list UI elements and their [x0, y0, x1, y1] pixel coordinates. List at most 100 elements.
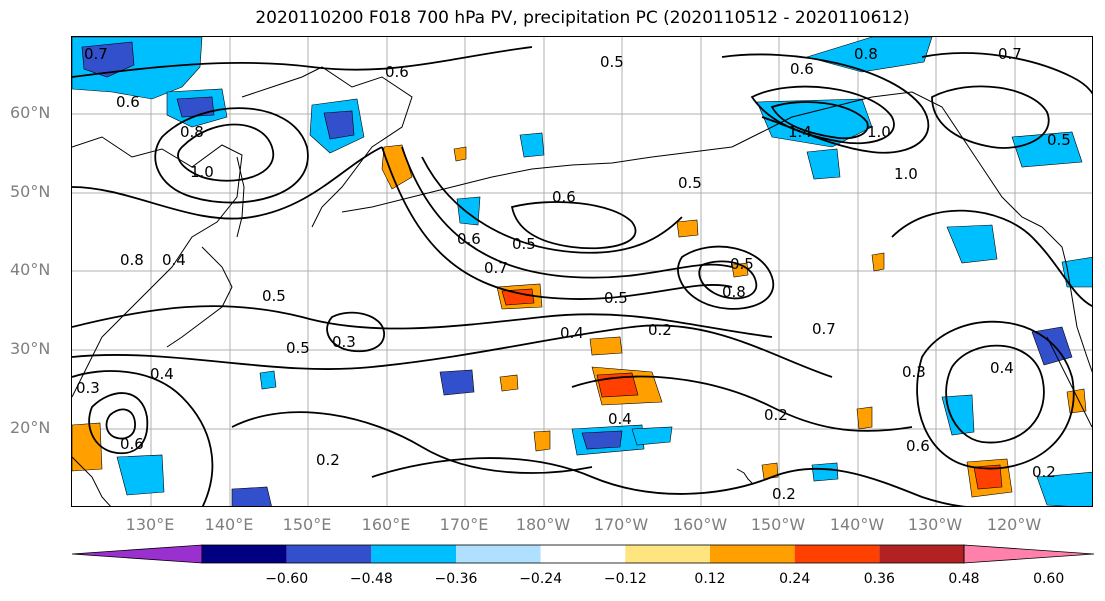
- precip-patch: [811, 462, 839, 482]
- colorbar-segment: [202, 545, 287, 563]
- contour-label: 0.2: [648, 321, 672, 339]
- contour-label: 0.5: [604, 289, 628, 307]
- colorbar-segment: [286, 545, 372, 563]
- coastline-aleutians: [341, 146, 733, 213]
- colorbar-border: [201, 544, 965, 564]
- precip-patch: [323, 110, 355, 140]
- precip-patch: [589, 336, 623, 356]
- precip-patch: [581, 430, 623, 450]
- coastline-philippines: [72, 456, 111, 506]
- pv-contour: [231, 411, 593, 474]
- colorbar-tick-label: 0.36: [863, 571, 895, 587]
- contour-label: 0.5: [730, 255, 754, 273]
- pv-contour: [105, 408, 136, 440]
- pv-contour: [381, 146, 733, 300]
- pv-contour: [771, 467, 967, 506]
- lon-label-170w: 170°W: [593, 515, 649, 534]
- contour-label: 0.5: [1047, 131, 1071, 149]
- coastline-north-america: [1041, 226, 1092, 373]
- contour-label: 0.5: [286, 339, 310, 357]
- lat-label-50n: 50°N: [10, 182, 51, 201]
- lat-label-20n: 20°N: [10, 418, 51, 437]
- precip-patch: [176, 96, 215, 118]
- precip-patch: [1061, 257, 1092, 288]
- colorbar-segment: [625, 545, 710, 563]
- precip-patch: [72, 422, 103, 472]
- contour-label: 0.6: [385, 63, 409, 81]
- precip-patch: [533, 430, 551, 452]
- lon-label-160w: 160°W: [672, 515, 728, 534]
- contour-label: 0.6: [552, 188, 576, 206]
- colorbar-segment: [371, 545, 456, 563]
- contour-label: 0.8: [854, 45, 878, 63]
- colorbar-tick-label: −0.12: [603, 571, 647, 587]
- pv-contour: [421, 156, 683, 254]
- colorbar-tick-label: 0.60: [1033, 571, 1065, 587]
- pv-contour: [72, 324, 833, 378]
- contour-label: 0.6: [120, 435, 144, 453]
- contour-label: 0.5: [600, 53, 624, 71]
- precip-patch: [806, 148, 841, 180]
- lon-label-130e: 130°E: [125, 515, 175, 534]
- coastline-alaska: [731, 91, 1043, 228]
- contour-label: 0.5: [512, 235, 536, 253]
- map-panel: 0.7 0.6 0.8 0.6 1.0 0.5 0.6 0.5 0.6 0.5 …: [71, 36, 1093, 507]
- precip-patch: [946, 224, 998, 264]
- pv-contour: [88, 392, 149, 455]
- colorbar-tick-label: −0.24: [519, 571, 563, 587]
- colorbar-tick-label: 0.24: [779, 571, 811, 587]
- contour-label: 0.6: [457, 230, 481, 248]
- contour-label: 0.7: [484, 259, 508, 277]
- colorbar-extend-low: [71, 544, 203, 564]
- contour-label: 1.0: [190, 163, 214, 181]
- contour-label: 0.6: [790, 60, 814, 78]
- pv-contour: [72, 46, 533, 78]
- colorbar-tick-label: 0.12: [694, 571, 726, 587]
- lon-label-150w: 150°W: [750, 515, 806, 534]
- contour-label: 0.2: [772, 485, 796, 503]
- pv-contour: [326, 311, 385, 353]
- lat-label-60n: 60°N: [10, 103, 51, 122]
- colorbar-segment: [456, 545, 541, 563]
- precip-patch: [499, 374, 519, 392]
- contour-label: 0.5: [262, 287, 286, 305]
- precip-patch: [1011, 131, 1083, 168]
- precip-patch: [501, 288, 535, 306]
- contour-label: 0.4: [150, 365, 174, 383]
- lon-label-180w: 180°W: [515, 515, 571, 534]
- lon-label-130w: 130°W: [907, 515, 963, 534]
- precip-patch: [456, 196, 481, 226]
- pv-contour: [571, 375, 913, 432]
- precip-patch: [116, 454, 165, 496]
- contour-label: 1.4: [788, 123, 812, 141]
- pv-contour: [371, 457, 773, 495]
- colorbar-tick-label: −0.48: [349, 571, 393, 587]
- pv-contour: [677, 245, 775, 310]
- colorbar-segments: [71, 544, 1095, 564]
- colorbar-tick-label: 0.48: [948, 571, 980, 587]
- contour-label: 0.4: [608, 410, 632, 428]
- contour-label: 1.0: [867, 123, 891, 141]
- pv-contour: [72, 370, 214, 506]
- colorbar-segment: [794, 545, 880, 563]
- precip-patch: [676, 219, 699, 238]
- lon-label-150e: 150°E: [282, 515, 332, 534]
- map-canvas: 0.7 0.6 0.8 0.6 1.0 0.5 0.6 0.5 0.6 0.5 …: [72, 37, 1092, 506]
- precip-patch: [631, 426, 673, 446]
- lon-label-170e: 170°E: [439, 515, 489, 534]
- pv-contour: [72, 305, 773, 338]
- precip-patch: [439, 369, 475, 396]
- pv-contour: [750, 85, 895, 145]
- contour-label: 0.6: [906, 437, 930, 455]
- contour-label: 0.7: [812, 320, 836, 338]
- contour-label: 0.2: [764, 406, 788, 424]
- contour-label: 0.2: [316, 451, 340, 469]
- contour-label: 0.7: [998, 45, 1022, 63]
- colorbar: [71, 544, 1095, 564]
- colorbar-segment: [540, 545, 626, 563]
- contour-labels: 0.7 0.6 0.8 0.6 1.0 0.5 0.6 0.5 0.6 0.5 …: [76, 45, 1071, 503]
- coastline-kamchatka: [241, 66, 413, 228]
- coastline-baja: [1046, 336, 1092, 428]
- pv-contour: [921, 52, 1092, 95]
- contour-label: 0.4: [560, 324, 584, 342]
